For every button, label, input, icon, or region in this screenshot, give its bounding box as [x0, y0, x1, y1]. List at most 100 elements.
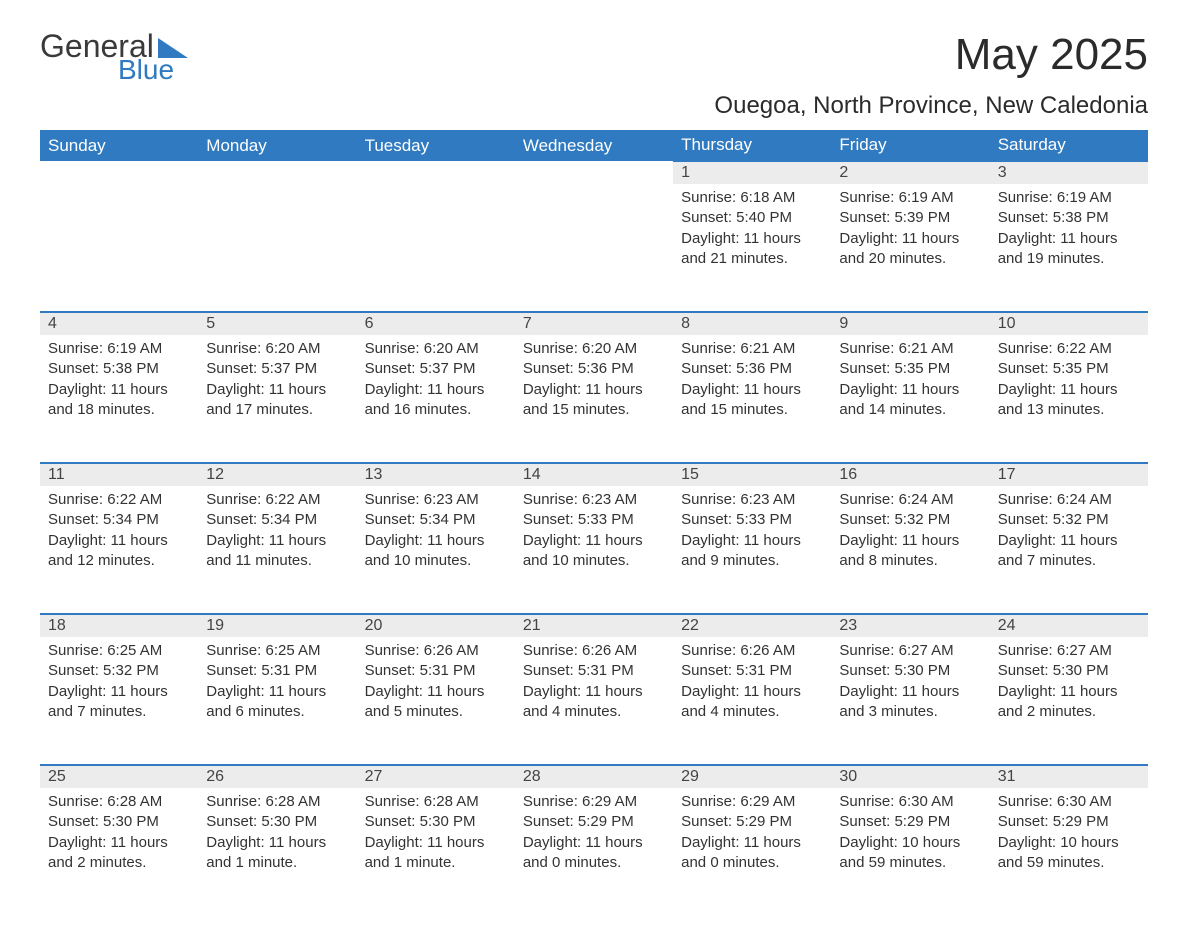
- day-number-cell: [515, 161, 673, 184]
- calendar-table: SundayMondayTuesdayWednesdayThursdayFrid…: [40, 130, 1148, 916]
- logo: General Blue: [40, 30, 188, 84]
- sunset-line: Sunset: 5:34 PM: [365, 510, 507, 530]
- daylight-line: Daylight: 11 hours and 7 minutes.: [48, 682, 190, 723]
- day-data-cell: Sunrise: 6:20 AMSunset: 5:37 PMDaylight:…: [357, 335, 515, 463]
- sunset-line: Sunset: 5:31 PM: [681, 661, 823, 681]
- daylight-line: Daylight: 10 hours and 59 minutes.: [998, 833, 1140, 874]
- sunset-line: Sunset: 5:32 PM: [839, 510, 981, 530]
- day-data-row: Sunrise: 6:25 AMSunset: 5:32 PMDaylight:…: [40, 637, 1148, 765]
- header: General Blue May 2025: [40, 30, 1148, 84]
- sunset-line: Sunset: 5:38 PM: [48, 359, 190, 379]
- sunrise-line: Sunrise: 6:23 AM: [523, 490, 665, 510]
- daylight-line: Daylight: 11 hours and 0 minutes.: [681, 833, 823, 874]
- day-number-cell: 12: [198, 463, 356, 486]
- day-number-cell: 3: [990, 161, 1148, 184]
- day-data-cell: Sunrise: 6:29 AMSunset: 5:29 PMDaylight:…: [673, 788, 831, 916]
- day-data-cell: Sunrise: 6:25 AMSunset: 5:31 PMDaylight:…: [198, 637, 356, 765]
- day-data-cell: Sunrise: 6:18 AMSunset: 5:40 PMDaylight:…: [673, 184, 831, 312]
- sunrise-line: Sunrise: 6:26 AM: [681, 641, 823, 661]
- day-number-cell: 22: [673, 614, 831, 637]
- daylight-line: Daylight: 11 hours and 15 minutes.: [681, 380, 823, 421]
- day-data-cell: Sunrise: 6:21 AMSunset: 5:35 PMDaylight:…: [831, 335, 989, 463]
- day-data-cell: Sunrise: 6:19 AMSunset: 5:39 PMDaylight:…: [831, 184, 989, 312]
- sunset-line: Sunset: 5:31 PM: [206, 661, 348, 681]
- day-data-cell: Sunrise: 6:30 AMSunset: 5:29 PMDaylight:…: [831, 788, 989, 916]
- sunset-line: Sunset: 5:29 PM: [998, 812, 1140, 832]
- sunset-line: Sunset: 5:37 PM: [206, 359, 348, 379]
- daylight-line: Daylight: 11 hours and 15 minutes.: [523, 380, 665, 421]
- day-data-row: Sunrise: 6:22 AMSunset: 5:34 PMDaylight:…: [40, 486, 1148, 614]
- sunset-line: Sunset: 5:30 PM: [206, 812, 348, 832]
- day-number-cell: 4: [40, 312, 198, 335]
- sunset-line: Sunset: 5:36 PM: [681, 359, 823, 379]
- day-number-cell: 9: [831, 312, 989, 335]
- day-data-row: Sunrise: 6:28 AMSunset: 5:30 PMDaylight:…: [40, 788, 1148, 916]
- sunset-line: Sunset: 5:29 PM: [839, 812, 981, 832]
- sunrise-line: Sunrise: 6:20 AM: [365, 339, 507, 359]
- day-data-cell: Sunrise: 6:21 AMSunset: 5:36 PMDaylight:…: [673, 335, 831, 463]
- weekday-header-row: SundayMondayTuesdayWednesdayThursdayFrid…: [40, 130, 1148, 161]
- day-number-cell: 23: [831, 614, 989, 637]
- day-number-cell: 6: [357, 312, 515, 335]
- day-data-cell: Sunrise: 6:26 AMSunset: 5:31 PMDaylight:…: [673, 637, 831, 765]
- day-number-row: 45678910: [40, 312, 1148, 335]
- day-data-cell: Sunrise: 6:29 AMSunset: 5:29 PMDaylight:…: [515, 788, 673, 916]
- daylight-line: Daylight: 11 hours and 9 minutes.: [681, 531, 823, 572]
- daylight-line: Daylight: 11 hours and 2 minutes.: [998, 682, 1140, 723]
- sunrise-line: Sunrise: 6:30 AM: [839, 792, 981, 812]
- day-number-cell: 7: [515, 312, 673, 335]
- sunrise-line: Sunrise: 6:23 AM: [365, 490, 507, 510]
- sunset-line: Sunset: 5:34 PM: [48, 510, 190, 530]
- location-text: Ouegoa, North Province, New Caledonia: [40, 92, 1148, 120]
- sunrise-line: Sunrise: 6:27 AM: [839, 641, 981, 661]
- daylight-line: Daylight: 11 hours and 10 minutes.: [365, 531, 507, 572]
- sunset-line: Sunset: 5:33 PM: [681, 510, 823, 530]
- sunrise-line: Sunrise: 6:21 AM: [681, 339, 823, 359]
- sunset-line: Sunset: 5:34 PM: [206, 510, 348, 530]
- sunset-line: Sunset: 5:38 PM: [998, 208, 1140, 228]
- daylight-line: Daylight: 11 hours and 6 minutes.: [206, 682, 348, 723]
- sunset-line: Sunset: 5:37 PM: [365, 359, 507, 379]
- day-data-cell: Sunrise: 6:26 AMSunset: 5:31 PMDaylight:…: [357, 637, 515, 765]
- daylight-line: Daylight: 11 hours and 8 minutes.: [839, 531, 981, 572]
- daylight-line: Daylight: 11 hours and 2 minutes.: [48, 833, 190, 874]
- daylight-line: Daylight: 11 hours and 10 minutes.: [523, 531, 665, 572]
- daylight-line: Daylight: 11 hours and 13 minutes.: [998, 380, 1140, 421]
- daylight-line: Daylight: 11 hours and 0 minutes.: [523, 833, 665, 874]
- weekday-header: Thursday: [673, 130, 831, 161]
- day-data-row: Sunrise: 6:18 AMSunset: 5:40 PMDaylight:…: [40, 184, 1148, 312]
- day-number-cell: 2: [831, 161, 989, 184]
- daylight-line: Daylight: 11 hours and 12 minutes.: [48, 531, 190, 572]
- sunset-line: Sunset: 5:39 PM: [839, 208, 981, 228]
- sunset-line: Sunset: 5:30 PM: [839, 661, 981, 681]
- daylight-line: Daylight: 11 hours and 5 minutes.: [365, 682, 507, 723]
- day-number-cell: 11: [40, 463, 198, 486]
- daylight-line: Daylight: 11 hours and 21 minutes.: [681, 229, 823, 270]
- daylight-line: Daylight: 11 hours and 1 minute.: [365, 833, 507, 874]
- day-number-cell: 13: [357, 463, 515, 486]
- sunset-line: Sunset: 5:33 PM: [523, 510, 665, 530]
- daylight-line: Daylight: 11 hours and 16 minutes.: [365, 380, 507, 421]
- day-data-cell: Sunrise: 6:20 AMSunset: 5:37 PMDaylight:…: [198, 335, 356, 463]
- day-data-cell: Sunrise: 6:28 AMSunset: 5:30 PMDaylight:…: [198, 788, 356, 916]
- day-number-cell: 17: [990, 463, 1148, 486]
- daylight-line: Daylight: 11 hours and 20 minutes.: [839, 229, 981, 270]
- daylight-line: Daylight: 11 hours and 4 minutes.: [681, 682, 823, 723]
- day-number-cell: 5: [198, 312, 356, 335]
- weekday-header: Monday: [198, 130, 356, 161]
- sunrise-line: Sunrise: 6:28 AM: [48, 792, 190, 812]
- logo-text-blue: Blue: [118, 56, 188, 84]
- day-number-cell: 1: [673, 161, 831, 184]
- sunrise-line: Sunrise: 6:28 AM: [206, 792, 348, 812]
- sunrise-line: Sunrise: 6:30 AM: [998, 792, 1140, 812]
- weekday-header: Saturday: [990, 130, 1148, 161]
- day-number-row: 18192021222324: [40, 614, 1148, 637]
- sunrise-line: Sunrise: 6:20 AM: [206, 339, 348, 359]
- sunrise-line: Sunrise: 6:19 AM: [998, 188, 1140, 208]
- day-data-cell: Sunrise: 6:28 AMSunset: 5:30 PMDaylight:…: [357, 788, 515, 916]
- sunset-line: Sunset: 5:35 PM: [839, 359, 981, 379]
- sunset-line: Sunset: 5:29 PM: [681, 812, 823, 832]
- daylight-line: Daylight: 11 hours and 18 minutes.: [48, 380, 190, 421]
- sunrise-line: Sunrise: 6:18 AM: [681, 188, 823, 208]
- day-data-cell: Sunrise: 6:22 AMSunset: 5:35 PMDaylight:…: [990, 335, 1148, 463]
